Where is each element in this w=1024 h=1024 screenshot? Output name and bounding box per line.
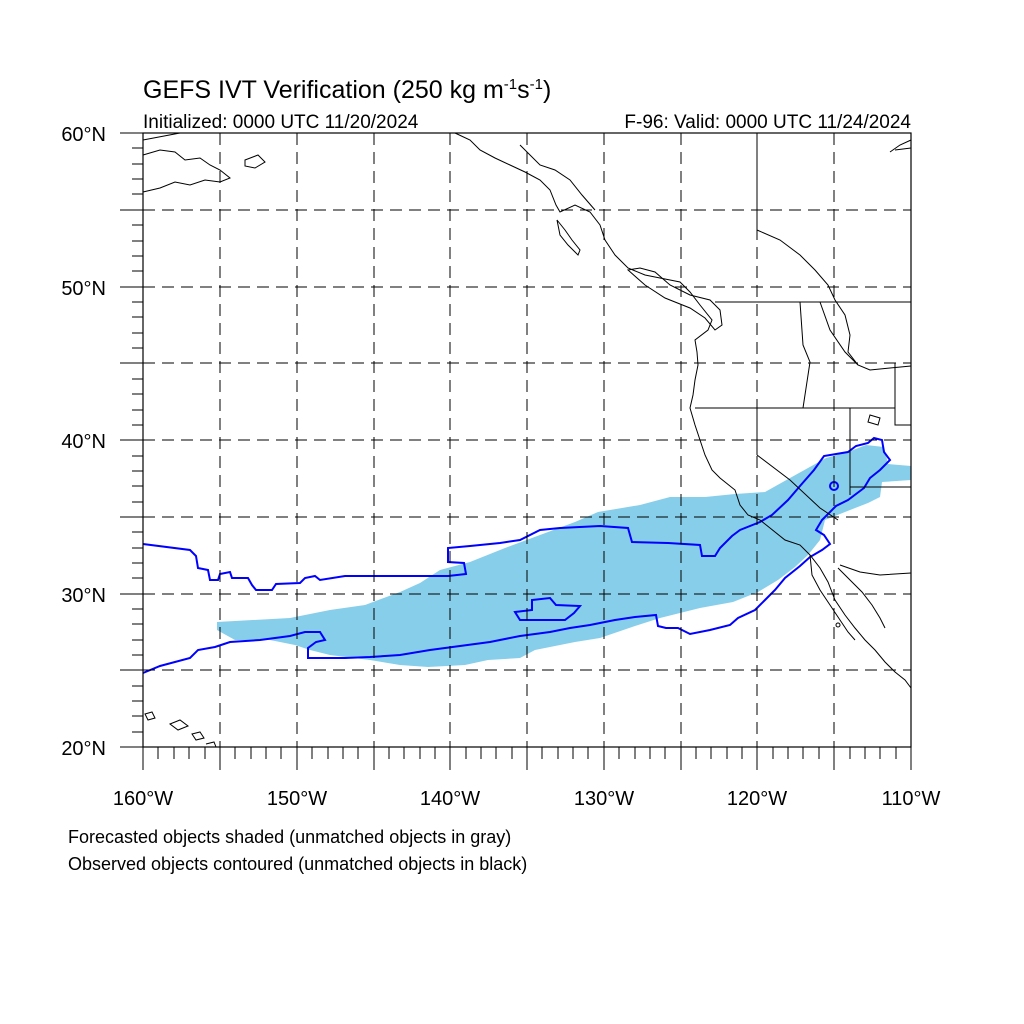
- lat-label-20n: 20°N: [61, 738, 106, 760]
- lat-label-40n: 40°N: [61, 431, 106, 453]
- latitude-labels: 60°N 50°N 40°N 30°N 20°N: [61, 124, 106, 760]
- lat-label-60n: 60°N: [61, 124, 106, 146]
- political-boundaries: [695, 133, 911, 521]
- valid-time-label: F-96: Valid: 0000 UTC 11/24/2024: [624, 112, 911, 133]
- axis-ticks: [120, 132, 912, 770]
- forecast-object-shaded: [217, 445, 911, 667]
- lon-label-150w: 150°W: [267, 788, 327, 810]
- longitude-labels: 160°W 150°W 140°W 130°W 120°W 110°W: [113, 788, 941, 810]
- lat-lon-grid: [143, 133, 911, 747]
- coastlines: [142, 132, 912, 748]
- init-time-label: Initialized: 0000 UTC 11/20/2024: [143, 112, 419, 133]
- map-title: GEFS IVT Verification (250 kg m-1s-1): [143, 76, 551, 104]
- lon-label-130w: 130°W: [574, 788, 634, 810]
- lon-label-140w: 140°W: [420, 788, 480, 810]
- legend-forecast-text: Forecasted objects shaded (unmatched obj…: [68, 827, 511, 847]
- lat-label-50n: 50°N: [61, 278, 106, 300]
- lon-label-160w: 160°W: [113, 788, 173, 810]
- lon-label-120w: 120°W: [727, 788, 787, 810]
- legend-observed-text: Observed objects contoured (unmatched ob…: [68, 854, 527, 874]
- lon-label-110w: 110°W: [882, 788, 941, 810]
- lat-label-30n: 30°N: [61, 585, 106, 607]
